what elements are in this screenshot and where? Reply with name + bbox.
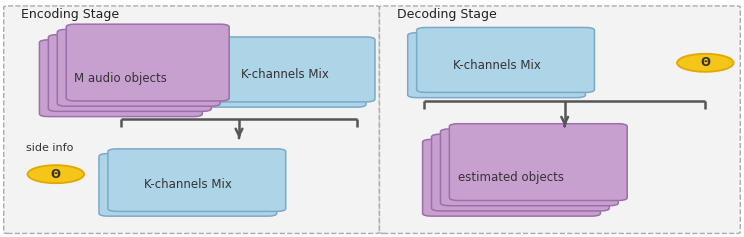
Text: estimated objects: estimated objects xyxy=(458,171,565,184)
FancyBboxPatch shape xyxy=(440,129,618,206)
FancyBboxPatch shape xyxy=(379,6,740,233)
FancyBboxPatch shape xyxy=(212,37,375,102)
FancyBboxPatch shape xyxy=(423,139,600,216)
Text: side info: side info xyxy=(26,143,74,153)
Text: Encoding Stage: Encoding Stage xyxy=(21,8,119,21)
FancyBboxPatch shape xyxy=(449,124,627,201)
FancyBboxPatch shape xyxy=(108,149,286,211)
FancyBboxPatch shape xyxy=(48,35,211,111)
FancyBboxPatch shape xyxy=(417,27,594,92)
FancyBboxPatch shape xyxy=(432,134,609,211)
FancyBboxPatch shape xyxy=(203,42,366,107)
Text: Θ: Θ xyxy=(51,168,61,181)
Text: K-channels Mix: K-channels Mix xyxy=(144,178,232,191)
Text: K-channels Mix: K-channels Mix xyxy=(240,68,329,81)
Text: Decoding Stage: Decoding Stage xyxy=(397,8,496,21)
FancyBboxPatch shape xyxy=(57,29,220,106)
FancyBboxPatch shape xyxy=(39,40,202,117)
FancyBboxPatch shape xyxy=(408,33,586,98)
Circle shape xyxy=(677,54,734,72)
Text: M audio objects: M audio objects xyxy=(74,72,167,85)
Circle shape xyxy=(28,165,84,183)
Text: K-channels Mix: K-channels Mix xyxy=(452,59,541,72)
FancyBboxPatch shape xyxy=(99,154,277,216)
FancyBboxPatch shape xyxy=(66,24,229,101)
FancyBboxPatch shape xyxy=(4,6,379,233)
Text: Θ: Θ xyxy=(700,56,711,69)
